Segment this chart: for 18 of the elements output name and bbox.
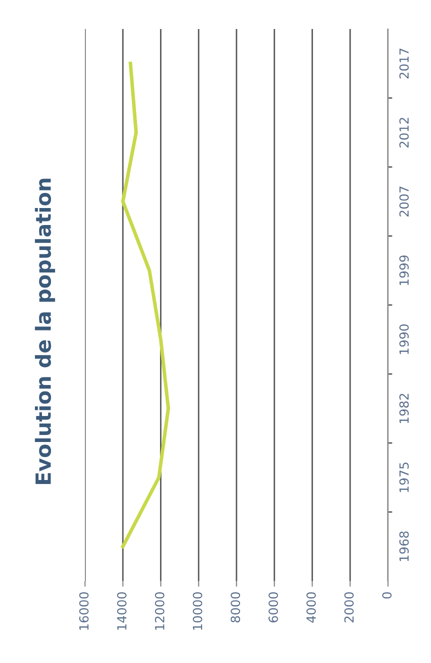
x-tick-label: 14000 — [117, 592, 126, 630]
y-tick-label: 2017 — [399, 48, 409, 78]
y-tick-label: 1968 — [399, 531, 409, 562]
y-tick-label: 2007 — [399, 186, 409, 216]
text: Evolution de la population — [34, 178, 56, 484]
y-tick-label: 1999 — [399, 255, 409, 286]
x-tick-label: 8000 — [230, 592, 240, 622]
x-tick-label: 12000 — [154, 592, 164, 630]
x-tick-label: 16000 — [79, 592, 89, 630]
x-tick-label: 2000 — [344, 592, 354, 622]
y-tick-label: 1975 — [399, 462, 409, 492]
y-tick-label: 1990 — [399, 324, 409, 354]
y-tick-label: 2012 — [399, 118, 409, 148]
x-tick-label: 10000 — [192, 592, 202, 630]
x-tick-label: 4000 — [306, 592, 316, 623]
y-tick-label: 1982 — [399, 394, 409, 424]
x-tick-label: 0 — [382, 592, 392, 599]
x-tick-label: 6000 — [268, 592, 278, 622]
